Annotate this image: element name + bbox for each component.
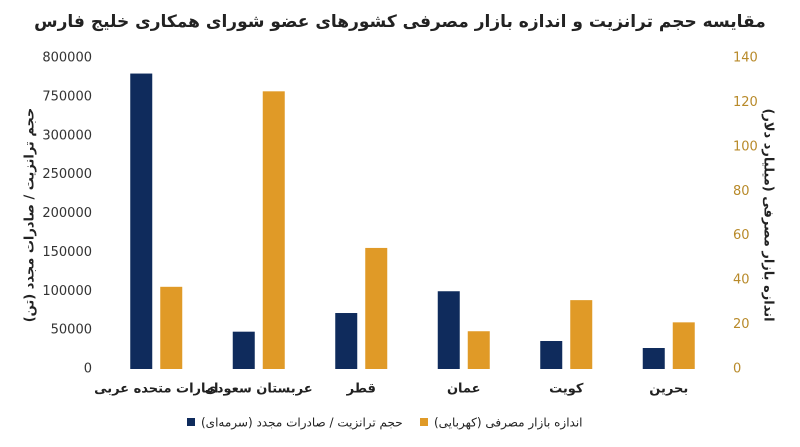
- bar: [232, 331, 255, 369]
- y-axis-title: حجم ترانزیت / صادرات مجدد (تن): [23, 108, 38, 323]
- bar: [672, 322, 695, 369]
- legend-label: حجم ترانزیت / صادرات مجدد (سرمه‌ای): [201, 416, 403, 431]
- legend-swatch: [187, 418, 195, 426]
- y2-tick-label: 0: [733, 362, 741, 377]
- y-tick-label: 100000: [42, 284, 92, 299]
- x-tick-label: امارات متحده عربی: [94, 382, 218, 397]
- y2-axis-title: اندازه بازار مصرفی (میلیارد دلار): [761, 108, 776, 321]
- y2-tick-label: 40: [733, 273, 750, 288]
- y2-tick-label: 120: [733, 95, 758, 110]
- y2-tick-label: 20: [733, 317, 750, 332]
- legend-swatch: [420, 418, 428, 426]
- x-tick-label: کویت: [549, 382, 584, 397]
- bar: [365, 247, 388, 369]
- y-tick-label: 200000: [42, 206, 92, 221]
- y2-tick-label: 100: [733, 139, 758, 154]
- y-tick-label: 150000: [42, 245, 92, 260]
- bar: [160, 286, 183, 369]
- bar: [467, 331, 490, 369]
- x-tick-label: عمان: [447, 382, 481, 397]
- legend-label: اندازه بازار مصرفی (کهربایی): [434, 416, 583, 431]
- bar: [437, 291, 460, 369]
- y-tick-label: 50000: [51, 323, 92, 338]
- x-tick-label: بحرین: [649, 382, 688, 397]
- y-tick-label: 800000: [42, 51, 92, 66]
- bar: [570, 300, 593, 369]
- y-tick-label: 300000: [42, 128, 92, 143]
- bar: [335, 313, 358, 369]
- y-tick-label: 0: [84, 362, 92, 377]
- y2-tick-label: 60: [733, 228, 750, 243]
- chart-title: مقایسه حجم ترانزیت و اندازه بازار مصرفی …: [34, 12, 766, 32]
- y2-tick-label: 80: [733, 184, 750, 199]
- x-tick-label: قطر: [346, 382, 376, 397]
- bar: [262, 91, 285, 370]
- y2-tick-label: 140: [733, 51, 758, 66]
- bar: [642, 348, 665, 369]
- bar: [130, 73, 153, 370]
- y-tick-label: 250000: [42, 167, 92, 182]
- bar: [540, 341, 563, 369]
- y-tick-label: 750000: [42, 89, 92, 104]
- x-tick-label: عربستان سعودی: [205, 382, 313, 397]
